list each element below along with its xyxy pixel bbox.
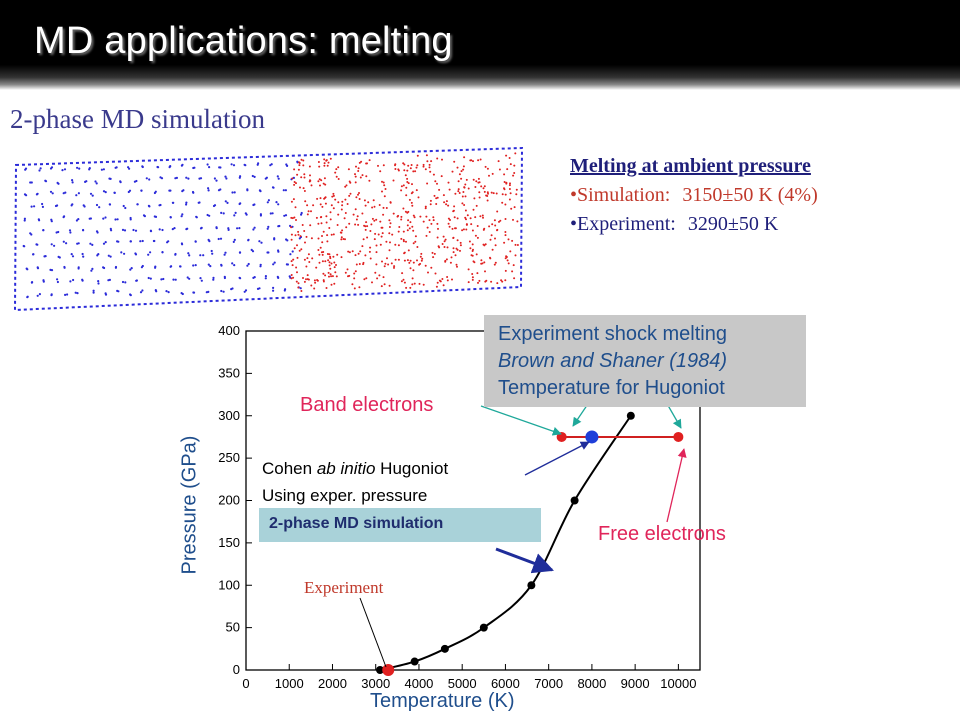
cohen-post: Hugoniot bbox=[375, 459, 449, 478]
two-phase-arrow bbox=[495, 547, 554, 574]
cohen-arrow bbox=[524, 441, 590, 476]
simulation-atoms bbox=[22, 152, 519, 299]
chart-marks bbox=[376, 411, 684, 676]
x-tick-label: 9000 bbox=[621, 676, 650, 691]
experiment-shock-box: Experiment shock melting Brown and Shane… bbox=[484, 315, 806, 407]
experiment-value: 3290±50 K bbox=[687, 213, 779, 235]
x-tick-label: 6000 bbox=[491, 676, 520, 691]
y-axis-label: Pressure (GPa) bbox=[178, 435, 201, 575]
simulation-value: 3150±50 K (4%) bbox=[682, 184, 818, 206]
data-point bbox=[479, 623, 488, 632]
title-bar: MD applications: melting bbox=[0, 0, 960, 90]
x-tick-label: 3000 bbox=[361, 676, 390, 691]
subtitle: 2-phase MD simulation bbox=[10, 104, 265, 134]
experiment-pointer bbox=[359, 597, 387, 668]
band-electrons-label: Band electrons bbox=[300, 394, 434, 416]
band-electrons-arrow bbox=[480, 405, 562, 436]
x-tick-label: 7000 bbox=[534, 676, 563, 691]
experiment-row: •Experiment: 3290±50 K bbox=[570, 210, 818, 239]
simulation-row: •Simulation: 3150±50 K (4%) bbox=[570, 181, 818, 210]
cohen-note: Cohen ab initio Hugoniot Using exper. pr… bbox=[262, 455, 448, 509]
y-tick-label: 350 bbox=[218, 365, 240, 380]
data-point bbox=[376, 666, 385, 674]
x-tick-label: 5000 bbox=[448, 676, 477, 691]
y-tick-label: 50 bbox=[226, 620, 240, 635]
y-tick-label: 200 bbox=[218, 493, 240, 508]
axis-ticks: 0 1000 2000 3000 4000 5000 6000 7000 8000 9000 100… bbox=[218, 323, 696, 691]
data-point bbox=[626, 411, 635, 420]
free-electrons-label: Free electrons bbox=[598, 523, 726, 545]
cohen-line: Cohen ab initio Hugoniot bbox=[262, 455, 448, 482]
slide-title: MD applications: melting bbox=[34, 20, 453, 62]
data-point bbox=[570, 496, 579, 505]
cohen-hugoniot-point bbox=[585, 430, 599, 444]
x-tick-label: 2000 bbox=[318, 676, 347, 691]
experiment-label: •Experiment: bbox=[570, 213, 676, 235]
exp-shock-line2: Brown and Shaner (1984) bbox=[498, 350, 728, 372]
melting-heading: Melting at ambient pressure bbox=[570, 155, 811, 177]
free-electrons-arrow bbox=[666, 448, 687, 523]
data-point bbox=[440, 644, 449, 653]
data-point bbox=[527, 581, 536, 590]
y-tick-label: 150 bbox=[218, 535, 240, 550]
y-tick-label: 300 bbox=[218, 408, 240, 423]
two-phase-simulation-image bbox=[13, 146, 524, 312]
x-axis-label: Temperature (K) bbox=[370, 690, 515, 712]
using-pressure-line: Using exper. pressure bbox=[262, 486, 428, 505]
hugoniot-curve bbox=[379, 415, 632, 671]
data-point bbox=[410, 657, 419, 666]
experiment-annotation: Experiment bbox=[304, 578, 384, 597]
cohen-pre: Cohen bbox=[262, 459, 317, 478]
cohen-italic: ab initio bbox=[316, 459, 376, 478]
exp-shock-line3: Temperature for Hugoniot bbox=[498, 377, 725, 399]
x-tick-label: 0 bbox=[242, 676, 249, 691]
simulation-label: •Simulation: bbox=[570, 184, 671, 206]
melting-summary: Melting at ambient pressure •Simulation:… bbox=[570, 152, 818, 239]
x-tick-label: 8000 bbox=[577, 676, 606, 691]
y-tick-label: 0 bbox=[233, 662, 240, 677]
exp-shock-line1: Experiment shock melting bbox=[498, 323, 727, 345]
two-phase-box-label: 2-phase MD simulation bbox=[269, 515, 444, 532]
x-tick-label: 10000 bbox=[660, 676, 696, 691]
y-tick-label: 250 bbox=[218, 450, 240, 465]
y-tick-label: 100 bbox=[218, 577, 240, 592]
x-tick-label: 1000 bbox=[275, 676, 304, 691]
experiment-point bbox=[382, 664, 395, 676]
two-phase-box: 2-phase MD simulation bbox=[259, 508, 541, 542]
x-tick-label: 4000 bbox=[404, 676, 433, 691]
free-electrons-point bbox=[673, 431, 684, 442]
y-tick-label: 400 bbox=[218, 323, 240, 338]
